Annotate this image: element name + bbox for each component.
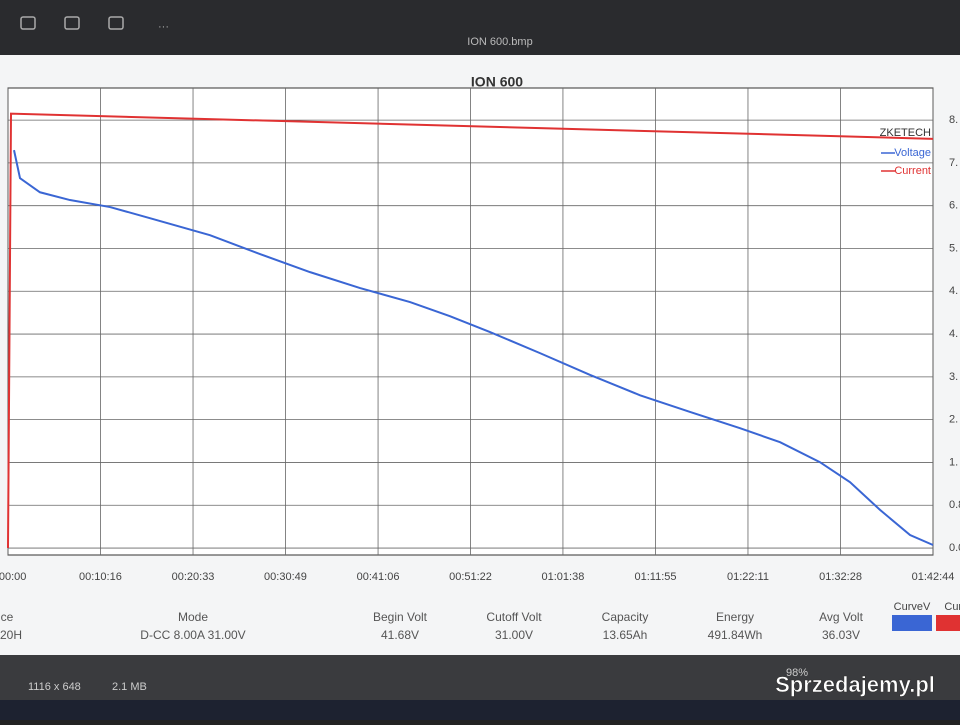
x-tick-label: 01:01:38	[542, 571, 585, 583]
curve-swatch[interactable]	[936, 615, 960, 631]
slideshow-button[interactable]	[108, 16, 124, 30]
chart: 0:00:00 00:10:16 00:20:33 00:30:49 00:41:06 0…	[0, 87, 960, 583]
info-label: Mode	[178, 610, 208, 624]
info-label: Begin Volt	[373, 610, 428, 624]
info-value: 491.84Wh	[708, 628, 763, 642]
x-tick-label: 00:20:33	[172, 571, 215, 583]
info-label: Energy	[716, 610, 754, 624]
info-label: vice	[0, 610, 14, 624]
curve-swatch[interactable]	[892, 615, 932, 631]
series-line	[13, 149, 934, 546]
x-tick-label: 00:51:22	[449, 571, 492, 583]
y2-tick-label: 6.	[949, 200, 958, 212]
image-dimensions: 1116 x 648	[28, 681, 81, 693]
share-button[interactable]	[64, 16, 80, 30]
info-value: 36.03V	[822, 628, 860, 642]
more-button[interactable]: ···	[158, 21, 169, 33]
series-line	[7, 112, 934, 549]
watermark: Sprzedajemy.pl	[775, 672, 935, 697]
info-value: D-CC 8.00A 31.00V	[140, 628, 245, 642]
x-tick-label: 0:00:00	[0, 571, 26, 583]
x-tick-label: 00:41:06	[357, 571, 400, 583]
y2-tick-label: 2.	[949, 414, 958, 426]
legend-label: Voltage	[894, 147, 931, 159]
info-label: Avg Volt	[819, 610, 863, 624]
legend-label: Current	[894, 165, 931, 177]
y2-tick-label: 4.	[949, 285, 958, 297]
info-value: 31.00V	[495, 628, 533, 642]
legend-title: ZKETECH	[880, 127, 931, 139]
x-tick-label: 01:42:44	[912, 571, 955, 583]
info-value: B20H	[0, 628, 22, 642]
zoom-level[interactable]: 98%	[786, 667, 808, 679]
y2-tick-label: 8.	[949, 114, 958, 126]
y2-tick-label: 1.	[949, 456, 958, 468]
x-tick-label: 01:22:11	[727, 571, 769, 583]
print-button[interactable]	[20, 16, 36, 30]
y2-tick-label: 7.	[949, 157, 958, 169]
y2-tick-label: 5.	[949, 242, 958, 254]
info-label: Cutoff Volt	[486, 610, 542, 624]
x-tick-label: 00:10:16	[79, 571, 122, 583]
curve-label: CurveV	[894, 601, 931, 613]
y2-tick-label: 0.8	[949, 499, 960, 511]
info-value: 41.68V	[381, 628, 419, 642]
y2-tick-label: 0.0	[949, 542, 960, 554]
info-label: Capacity	[602, 610, 649, 624]
file-size: 2.1 MB	[112, 681, 147, 693]
x-tick-label: 01:32:28	[819, 571, 862, 583]
info-value: 13.65Ah	[603, 628, 648, 642]
x-tick-label: 01:11:55	[635, 571, 677, 583]
curve-label: Curv	[944, 601, 960, 613]
chart-title: ION 600	[471, 74, 523, 90]
window-title: ION 600.bmp	[467, 36, 532, 48]
taskbar	[0, 700, 960, 720]
x-tick-label: 00:30:49	[264, 571, 307, 583]
toolbar	[0, 0, 960, 55]
y2-tick-label: 3.	[949, 371, 958, 383]
status-bar	[0, 655, 960, 700]
y2-tick-label: 4.	[949, 328, 958, 340]
